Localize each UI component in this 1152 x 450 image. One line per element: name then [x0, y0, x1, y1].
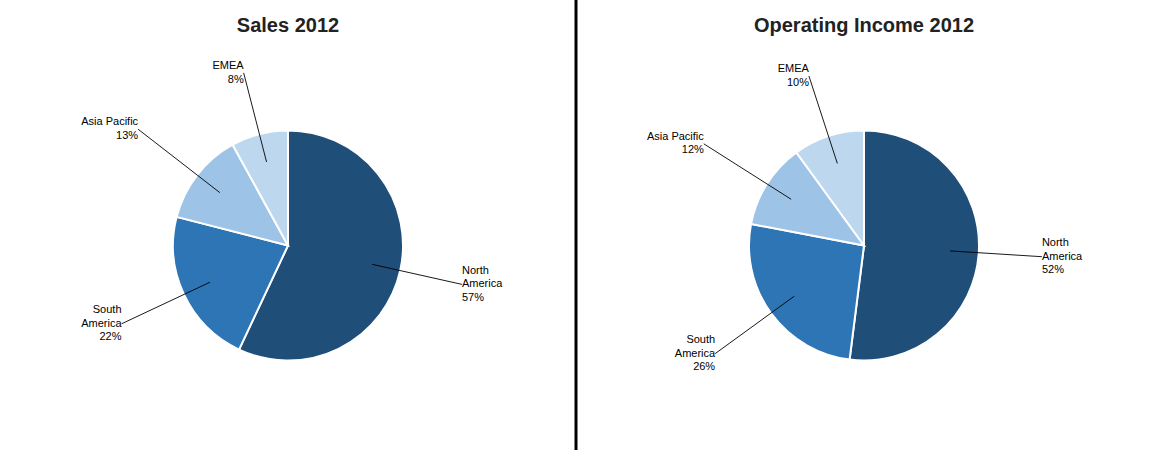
slice-category-label: EMEA	[212, 59, 244, 71]
slice-value-label: 10%	[787, 76, 809, 88]
slice-value-label: 12%	[682, 143, 704, 155]
label-line: America	[81, 317, 122, 329]
pie: NorthAmerica57%SouthAmerica22%Asia Pacif…	[81, 59, 503, 360]
label-line: America	[462, 277, 503, 289]
slice-value-label: 52%	[1042, 263, 1064, 275]
slice-labels: NorthAmerica57%SouthAmerica22%Asia Pacif…	[81, 59, 503, 342]
label-line: EMEA	[212, 59, 244, 71]
pie-slice	[749, 224, 864, 360]
label-leader	[138, 129, 220, 192]
label-line: Asia Pacific	[647, 130, 704, 142]
chart-root: Sales 2012NorthAmerica57%SouthAmerica22%…	[0, 0, 1152, 450]
slice-value-label: 8%	[228, 73, 244, 85]
label-line: America	[1042, 250, 1083, 262]
slice-category-label: South America	[81, 303, 122, 329]
pie-slice	[233, 131, 288, 246]
slice-value-label: 13%	[116, 129, 138, 141]
slice-value-label: 22%	[99, 330, 121, 342]
label-leader	[704, 144, 791, 199]
label-leader	[715, 296, 794, 353]
slice-category-label: NorthAmerica	[462, 264, 503, 290]
pie: NorthAmerica52%SouthAmerica26%Asia Pacif…	[647, 62, 1083, 372]
label-line: South	[93, 303, 122, 315]
slice-value-label: 26%	[693, 360, 715, 372]
label-leader	[950, 251, 1042, 257]
slice-category-label: Asia Pacific	[81, 115, 138, 127]
label-leader	[372, 264, 462, 284]
label-line: EMEA	[778, 62, 810, 74]
slice-value-label: 57%	[462, 291, 484, 303]
label-line: North	[1042, 236, 1069, 248]
slices	[173, 131, 403, 361]
slices	[749, 131, 979, 361]
label-line: America	[675, 347, 716, 359]
pie-panel: Sales 2012NorthAmerica57%SouthAmerica22%…	[81, 14, 503, 361]
pie-panel: Operating Income 2012NorthAmerica52%Sout…	[647, 14, 1083, 372]
pie-slice	[796, 131, 864, 246]
slice-category-label: Asia Pacific	[647, 130, 704, 142]
chart-title: Operating Income 2012	[754, 14, 974, 36]
label-leader	[244, 73, 267, 162]
label-leader	[809, 76, 837, 163]
slice-labels: NorthAmerica52%SouthAmerica26%Asia Pacif…	[647, 62, 1083, 372]
slice-category-label: South America	[675, 333, 716, 359]
panel-divider	[575, 0, 578, 450]
slice-category-label: EMEA	[778, 62, 810, 74]
label-line: South	[686, 333, 715, 345]
label-line: Asia Pacific	[81, 115, 138, 127]
chart-title: Sales 2012	[237, 14, 339, 36]
label-leader	[122, 282, 210, 324]
pie-slice	[850, 131, 979, 361]
slice-category-label: North America	[1042, 236, 1083, 262]
label-line: North	[462, 264, 489, 276]
